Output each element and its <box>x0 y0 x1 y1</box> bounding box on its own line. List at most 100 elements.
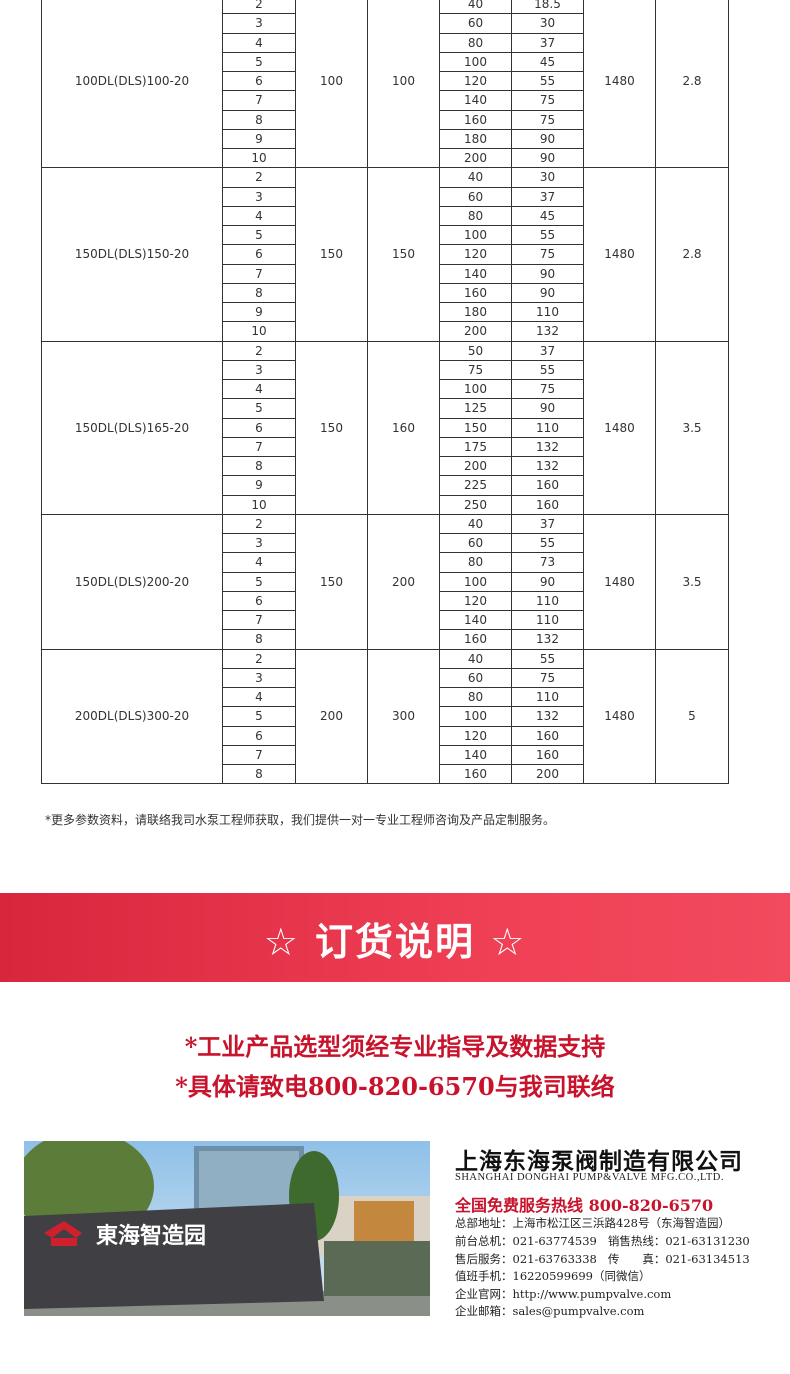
table-cell: 110 <box>511 590 584 612</box>
table-cell: 110 <box>511 609 584 631</box>
table-cell: 4 <box>222 686 296 708</box>
table-row: 150DL(DLS)150-20 2 150 150 40 30 1480 2.8 <box>41 167 729 342</box>
table-cell: 1480 <box>583 648 656 785</box>
table-cell: 37 <box>511 513 584 535</box>
table-cell: 80 <box>439 32 512 53</box>
info-line: 企业邮箱：sales@pumpvalve.com <box>455 1304 645 1318</box>
table-cell: 50 <box>439 340 512 361</box>
table-cell: 150DL(DLS)165-20 <box>41 340 223 515</box>
table-cell: 150DL(DLS)150-20 <box>41 167 223 342</box>
table-cell: 60 <box>439 667 512 689</box>
table-cell: 55 <box>511 359 584 381</box>
table-row: 6 120 75 <box>42 244 729 265</box>
notice-line: *工业产品选型须经专业指导及数据支持 <box>184 1032 606 1061</box>
table-cell: 40 <box>439 0 512 15</box>
table-cell: 7 <box>222 744 296 766</box>
table-cell: 200DL(DLS)300-20 <box>41 648 223 785</box>
table-cell: 9 <box>222 128 296 150</box>
table-cell: 132 <box>511 629 584 650</box>
table-cell: 75 <box>511 378 584 400</box>
table-cell: 75 <box>511 667 584 689</box>
table-cell: 5 <box>222 706 296 727</box>
table-cell: 200 <box>439 455 512 477</box>
table-row: 3 75 55 <box>42 359 729 381</box>
table-cell: 3.5 <box>655 513 729 650</box>
table-cell: 300 <box>367 648 440 785</box>
hotline: 全国免费服务热线 800-820-6570 <box>455 1196 714 1215</box>
table-cell: 250 <box>439 494 512 515</box>
table-cell: 55 <box>511 224 584 246</box>
table-cell: 120 <box>439 725 512 746</box>
table-cell: 90 <box>511 147 584 169</box>
table-cell: 100 <box>439 571 512 592</box>
company-photo: 東海智造园 <box>24 1141 430 1316</box>
table-cell: 75 <box>511 109 584 130</box>
table-cell: 200 <box>367 513 440 650</box>
table-cell: 55 <box>511 532 584 554</box>
table-cell: 225 <box>439 475 512 496</box>
table-cell: 3 <box>222 13 296 34</box>
info-line: 企业官网：http://www.pumpvalve.com <box>455 1287 672 1301</box>
table-row: 10 200 90 <box>42 147 729 169</box>
table-row: 5 100 132 <box>42 706 729 727</box>
table-cell: 100DL(DLS)100-20 <box>41 0 223 169</box>
table-cell: 160 <box>511 494 584 515</box>
table-row: 8 160 132 <box>42 629 729 650</box>
table-cell: 120 <box>439 70 512 92</box>
table-cell: 45 <box>511 205 584 227</box>
table-cell: 7 <box>222 90 296 111</box>
table-cell: 100 <box>439 224 512 246</box>
table-cell: 150 <box>439 417 512 438</box>
table-row: 4 100 75 <box>42 378 729 400</box>
table-cell: 2.8 <box>655 0 729 169</box>
info-line: 前台总机：021-63774539 销售热线：021-63131230 <box>455 1234 750 1248</box>
table-cell: 5 <box>222 224 296 246</box>
table-cell: 80 <box>439 552 512 573</box>
table-cell: 30 <box>511 167 584 188</box>
table-row: 7 175 132 <box>42 436 729 458</box>
table-cell: 5 <box>655 648 729 785</box>
table-cell: 9 <box>222 475 296 496</box>
table-cell: 132 <box>511 321 584 342</box>
table-cell: 140 <box>439 609 512 631</box>
table-cell: 150 <box>295 167 368 342</box>
table-cell: 200 <box>511 763 584 785</box>
table-row: 7 140 75 <box>42 90 729 111</box>
table-cell: 6 <box>222 244 296 265</box>
table-cell: 4 <box>222 552 296 573</box>
table-cell: 10 <box>222 147 296 169</box>
table-cell: 60 <box>439 532 512 554</box>
table-cell: 110 <box>511 417 584 438</box>
table-cell: 40 <box>439 648 512 669</box>
table-row: 150DL(DLS)200-20 2 150 200 40 37 1480 3.5 <box>41 513 729 650</box>
company-english: SHANGHAI DONGHAI PUMP&VALVE MFG.CO.,LTD. <box>455 1172 725 1183</box>
table-cell: 100 <box>439 51 512 73</box>
table-cell: 2 <box>222 648 296 669</box>
table-row: 3 60 30 <box>42 13 729 34</box>
table-cell: 4 <box>222 378 296 400</box>
table-cell: 80 <box>439 686 512 708</box>
table-row: 6 150 110 <box>42 417 729 438</box>
table-cell: 6 <box>222 590 296 612</box>
info-line: 总部地址：上海市松江区三浜路428号（东海智造园） <box>455 1216 730 1230</box>
table-cell: 1480 <box>583 340 656 515</box>
table-cell: 132 <box>511 436 584 458</box>
table-cell: 160 <box>439 763 512 785</box>
table-cell: 8 <box>222 109 296 130</box>
table-cell: 100 <box>295 0 368 169</box>
table-cell: 60 <box>439 186 512 207</box>
table-row: 9 180 90 <box>42 128 729 150</box>
table-cell: 9 <box>222 301 296 323</box>
table-cell: 120 <box>439 244 512 265</box>
table-cell: 200 <box>295 648 368 785</box>
table-cell: 5 <box>222 398 296 419</box>
table-cell: 5 <box>222 571 296 592</box>
table-cell: 2 <box>222 513 296 535</box>
table-cell: 100 <box>439 706 512 727</box>
table-cell: 1480 <box>583 167 656 342</box>
table-row: 10 200 132 <box>42 321 729 342</box>
table-row: 100DL(DLS)100-20 2 100 100 40 18.5 1480 2.8 <box>41 0 729 169</box>
footnote: *更多参数资料，请联络我司水泵工程师获取，我们提供一对一专业工程师咨询及产品定制… <box>45 813 556 827</box>
table-cell: 132 <box>511 455 584 477</box>
